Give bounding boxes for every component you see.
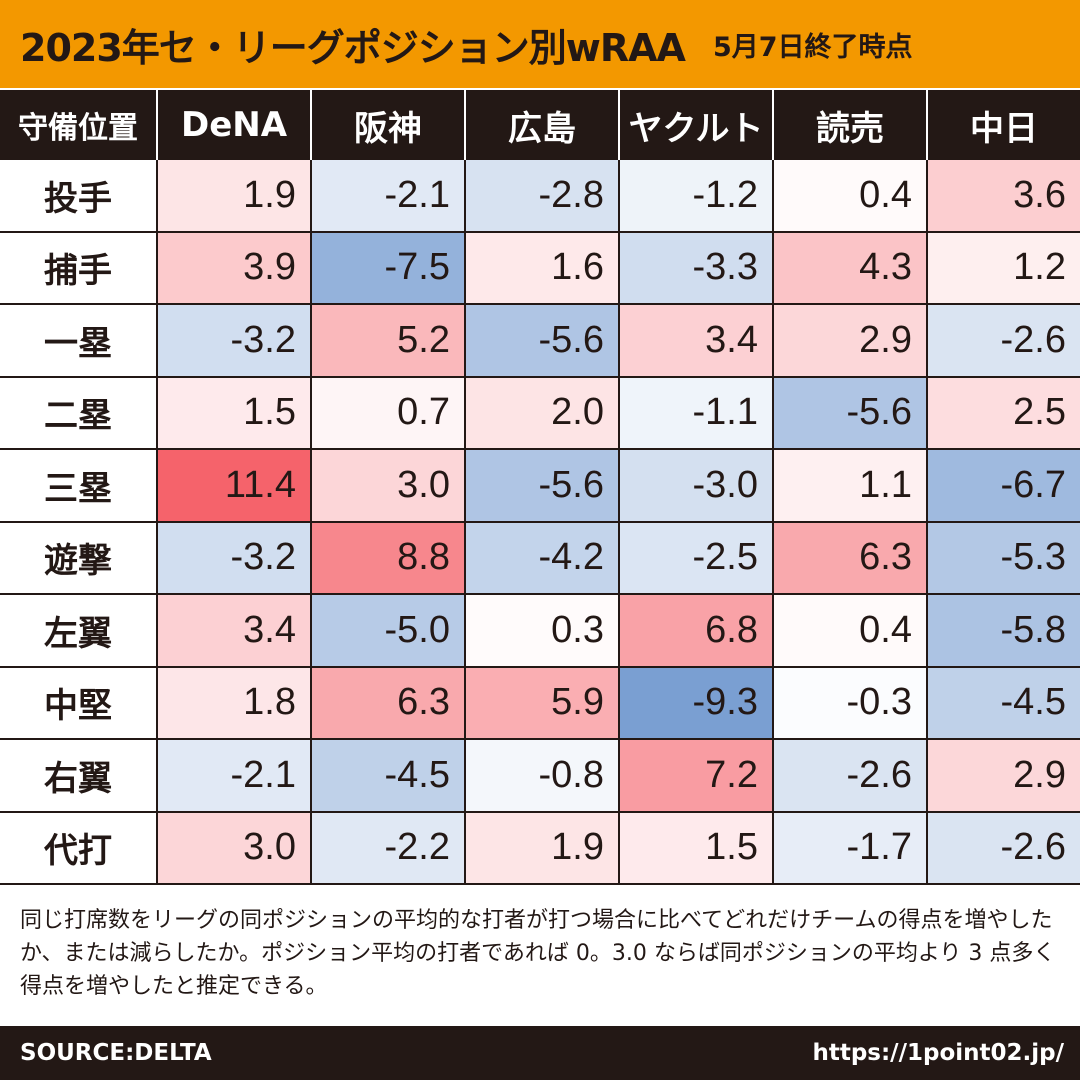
heatmap-cell: 3.4 [156, 595, 310, 668]
heatmap-cell: 1.5 [156, 377, 310, 450]
heatmap-cell: 0.4 [772, 595, 926, 668]
heatmap-cell: -1.2 [618, 160, 772, 233]
chart-title: 2023年セ・リーグポジション別wRAA [20, 25, 686, 70]
footer: SOURCE:DELTA https://1point02.jp/ [0, 1026, 1080, 1080]
heatmap-cell: 1.8 [156, 667, 310, 740]
heatmap-table: 守備位置 DeNA 阪神 広島 ヤクルト 読売 中日 投手 1.9 -2.1 -2.8 -1.2 0.… [0, 90, 1080, 885]
heatmap-cell: 2.9 [772, 305, 926, 378]
heatmap-cell: 1.9 [464, 812, 618, 885]
heatmap-cell: 2.0 [464, 377, 618, 450]
heatmap-cell: 1.5 [618, 812, 772, 885]
heatmap-cell: 0.3 [464, 595, 618, 668]
heatmap-cell: -6.7 [926, 450, 1080, 523]
row-label: 遊撃 [0, 522, 156, 595]
column-header: ヤクルト [618, 90, 772, 160]
heatmap-cell: 5.2 [310, 305, 464, 378]
column-header: DeNA [156, 90, 310, 160]
heatmap-cell: -0.3 [772, 667, 926, 740]
heatmap-cell: 8.8 [310, 522, 464, 595]
heatmap-cell: 3.0 [310, 450, 464, 523]
heatmap-cell: -2.6 [926, 305, 1080, 378]
site-url[interactable]: https://1point02.jp/ [812, 1040, 1064, 1066]
row-label: 捕手 [0, 232, 156, 305]
heatmap-cell: 2.5 [926, 377, 1080, 450]
chart-date: 5月7日終了時点 [712, 31, 913, 63]
row-label: 投手 [0, 160, 156, 233]
heatmap-cell: -1.1 [618, 377, 772, 450]
heatmap-cell: -2.5 [618, 522, 772, 595]
heatmap-cell: 3.9 [156, 232, 310, 305]
heatmap-cell: 3.0 [156, 812, 310, 885]
heatmap-cell: -2.8 [464, 160, 618, 233]
heatmap-cell: 4.3 [772, 232, 926, 305]
heatmap-cell: -2.6 [772, 740, 926, 813]
heatmap-cell: 7.2 [618, 740, 772, 813]
column-header: 中日 [926, 90, 1080, 160]
heatmap-cell: -5.0 [310, 595, 464, 668]
heatmap-cell: -5.6 [464, 305, 618, 378]
corner-header: 守備位置 [0, 90, 156, 160]
heatmap-cell: -5.3 [926, 522, 1080, 595]
heatmap-cell: 6.8 [618, 595, 772, 668]
heatmap-cell: -9.3 [618, 667, 772, 740]
heatmap-cell: -2.2 [310, 812, 464, 885]
heatmap-cell: -5.8 [926, 595, 1080, 668]
explanation-note: 同じ打席数をリーグの同ポジションの平均的な打者が打つ場合に比べてどれだけチームの… [20, 908, 1056, 999]
row-label: 三塁 [0, 450, 156, 523]
heatmap-cell: -7.5 [310, 232, 464, 305]
heatmap-cell: 2.9 [926, 740, 1080, 813]
title-bar: 2023年セ・リーグポジション別wRAA 5月7日終了時点 [0, 0, 1080, 88]
heatmap-cell: 5.9 [464, 667, 618, 740]
column-header: 広島 [464, 90, 618, 160]
row-label: 二塁 [0, 377, 156, 450]
heatmap-cell: -0.8 [464, 740, 618, 813]
heatmap-cell: -2.1 [310, 160, 464, 233]
column-header: 読売 [772, 90, 926, 160]
heatmap-cell: -5.6 [772, 377, 926, 450]
heatmap-cell: -5.6 [464, 450, 618, 523]
heatmap-cell: 6.3 [772, 522, 926, 595]
row-label: 中堅 [0, 667, 156, 740]
heatmap-cell: -3.0 [618, 450, 772, 523]
heatmap-cell: -4.2 [464, 522, 618, 595]
row-label: 左翼 [0, 595, 156, 668]
heatmap-cell: -2.6 [926, 812, 1080, 885]
heatmap-cell: 1.9 [156, 160, 310, 233]
heatmap-cell: -4.5 [926, 667, 1080, 740]
heatmap-cell: -3.2 [156, 305, 310, 378]
heatmap-cell: -3.3 [618, 232, 772, 305]
row-label: 右翼 [0, 740, 156, 813]
heatmap-cell: -3.2 [156, 522, 310, 595]
heatmap-cell: -1.7 [772, 812, 926, 885]
heatmap-cell: 11.4 [156, 450, 310, 523]
heatmap-cell: 1.1 [772, 450, 926, 523]
heatmap-cell: 1.2 [926, 232, 1080, 305]
heatmap-cell: -2.1 [156, 740, 310, 813]
row-label: 代打 [0, 812, 156, 885]
heatmap-cell: 0.7 [310, 377, 464, 450]
heatmap-cell: 1.6 [464, 232, 618, 305]
column-header: 阪神 [310, 90, 464, 160]
row-label: 一塁 [0, 305, 156, 378]
heatmap-cell: 0.4 [772, 160, 926, 233]
heatmap-cell: -4.5 [310, 740, 464, 813]
heatmap-cell: 3.6 [926, 160, 1080, 233]
heatmap-cell: 3.4 [618, 305, 772, 378]
heatmap-cell: 6.3 [310, 667, 464, 740]
source-label: SOURCE:DELTA [20, 1040, 212, 1066]
